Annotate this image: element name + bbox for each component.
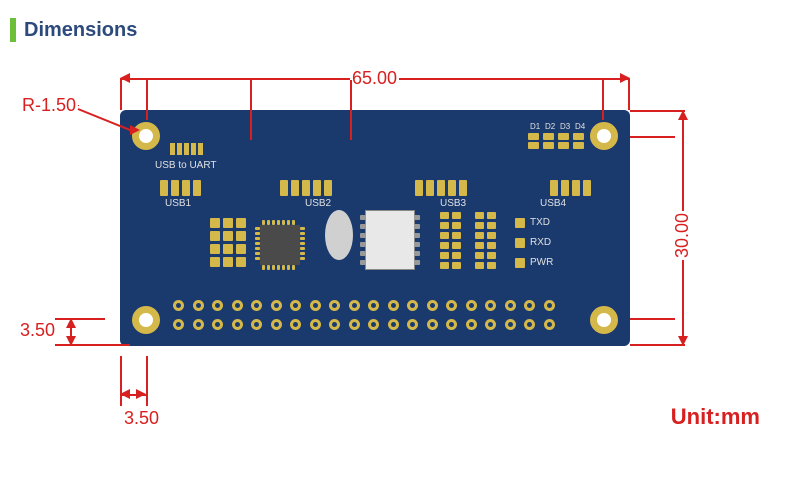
dimension-value: 30.00 — [672, 211, 693, 260]
usb-pad — [280, 180, 288, 196]
gpio-pin — [427, 300, 438, 311]
gpio-pin — [388, 300, 399, 311]
gpio-pin — [212, 300, 223, 311]
gpio-pin — [271, 319, 282, 330]
dimension-value: 3.50 — [18, 320, 57, 341]
silk-label: USB4 — [540, 198, 566, 209]
mounting-hole — [590, 122, 618, 150]
title-bar: Dimensions — [10, 18, 137, 42]
ic-footprint — [365, 210, 415, 270]
usb-pad — [324, 180, 332, 196]
silk-label: D4 — [575, 122, 585, 131]
gpio-pin — [329, 300, 340, 311]
usb-pad — [182, 180, 190, 196]
silk-label: USB1 — [165, 198, 191, 209]
usb-pad — [550, 180, 558, 196]
dimension-value: 65.00 — [350, 68, 399, 89]
mounting-hole — [590, 306, 618, 334]
silk-label: RXD — [530, 237, 551, 248]
gpio-pin — [427, 319, 438, 330]
gpio-pin — [290, 319, 301, 330]
title-text: Dimensions — [24, 19, 137, 42]
usb-pad — [448, 180, 456, 196]
usb-pad — [193, 180, 201, 196]
usb-pad — [302, 180, 310, 196]
gpio-pin — [485, 300, 496, 311]
silk-label: USB3 — [440, 198, 466, 209]
unit-label: Unit:mm — [671, 404, 760, 430]
gpio-pin — [505, 319, 516, 330]
gpio-pin — [524, 300, 535, 311]
title-accent — [10, 18, 16, 42]
gpio-pin — [544, 300, 555, 311]
usb-pad — [291, 180, 299, 196]
gpio-pin — [290, 300, 301, 311]
gpio-pin — [173, 300, 184, 311]
gpio-pin — [349, 300, 360, 311]
gpio-pin — [212, 319, 223, 330]
ic-chip — [260, 225, 300, 265]
usb-pad — [561, 180, 569, 196]
gpio-pin — [368, 319, 379, 330]
gpio-pin — [368, 300, 379, 311]
mounting-hole — [132, 306, 160, 334]
gpio-pin — [407, 319, 418, 330]
silk-label: USB2 — [305, 198, 331, 209]
gpio-pin — [446, 319, 457, 330]
dimension-value: R-1.50 — [20, 95, 78, 116]
gpio-pin — [193, 319, 204, 330]
usb-pad — [160, 180, 168, 196]
dimension-value: 3.50 — [122, 408, 161, 429]
gpio-pin — [407, 300, 418, 311]
crystal — [325, 210, 353, 260]
gpio-pin — [310, 319, 321, 330]
gpio-pin — [466, 319, 477, 330]
silk-label: D2 — [545, 122, 555, 131]
gpio-pin — [310, 300, 321, 311]
silk-label: TXD — [530, 217, 550, 228]
usb-pad — [459, 180, 467, 196]
usb-pad — [437, 180, 445, 196]
usb-pad — [171, 180, 179, 196]
silk-label: PWR — [530, 257, 553, 268]
gpio-pin — [251, 319, 262, 330]
gpio-pin — [232, 300, 243, 311]
gpio-pin — [544, 319, 555, 330]
gpio-pin — [524, 319, 535, 330]
gpio-pin — [251, 300, 262, 311]
gpio-pin — [271, 300, 282, 311]
gpio-pin — [232, 319, 243, 330]
gpio-pin — [193, 300, 204, 311]
usb-pad — [583, 180, 591, 196]
gpio-pin — [329, 319, 340, 330]
gpio-pin — [173, 319, 184, 330]
gpio-pin — [485, 319, 496, 330]
gpio-pin — [505, 300, 516, 311]
gpio-pin — [446, 300, 457, 311]
gpio-pin — [388, 319, 399, 330]
usb-pad — [313, 180, 321, 196]
silk-label: D3 — [560, 122, 570, 131]
silk-label: D1 — [530, 122, 540, 131]
usb-pad — [415, 180, 423, 196]
gpio-pin — [349, 319, 360, 330]
usb-pad — [426, 180, 434, 196]
silk-label: USB to UART — [155, 160, 217, 171]
gpio-pin — [466, 300, 477, 311]
usb-pad — [572, 180, 580, 196]
